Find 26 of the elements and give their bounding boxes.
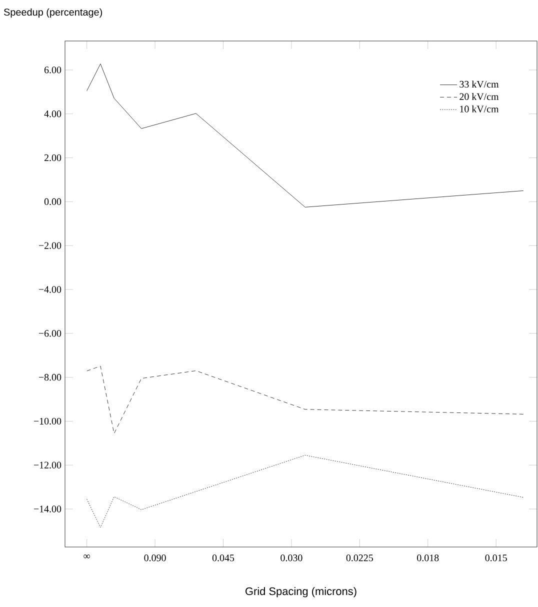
x-tick-label: 0.090 <box>144 554 166 562</box>
y-tick-label: 0.00 <box>44 198 62 206</box>
legend-label: 10 kV/cm <box>460 105 499 112</box>
y-tick-label: 6.00 <box>44 66 62 74</box>
y-tick-label: 4.00 <box>44 110 62 118</box>
x-tick-label: 0.018 <box>417 554 439 562</box>
y-axis-title: Speedup (percentage) <box>4 8 102 18</box>
line-series <box>86 64 524 208</box>
y-tick-label: −4.00 <box>38 286 62 293</box>
y-tick-label: −12.00 <box>34 462 62 468</box>
y-tick-label: −2.00 <box>38 242 62 249</box>
y-tick-label: −14.00 <box>34 506 62 512</box>
legend-label: 33 kV/cm <box>460 80 499 88</box>
line-series <box>86 366 524 434</box>
y-tick-label: −8.00 <box>38 374 62 381</box>
line-series <box>86 455 524 528</box>
x-tick-label: 0.015 <box>485 554 507 562</box>
x-tick-label: ∞ <box>84 554 90 558</box>
y-tick-label: −6.00 <box>38 330 62 337</box>
y-tick-label: 2.00 <box>44 154 62 162</box>
x-tick-label: 0.0225 <box>346 554 373 562</box>
x-tick-label: 0.030 <box>280 554 302 562</box>
legend-label: 20 kV/cm <box>460 92 499 100</box>
y-tick-label: −10.00 <box>34 418 62 425</box>
x-axis-title: Grid Spacing (microns) <box>246 587 356 598</box>
x-tick-label: 0.045 <box>212 554 234 562</box>
